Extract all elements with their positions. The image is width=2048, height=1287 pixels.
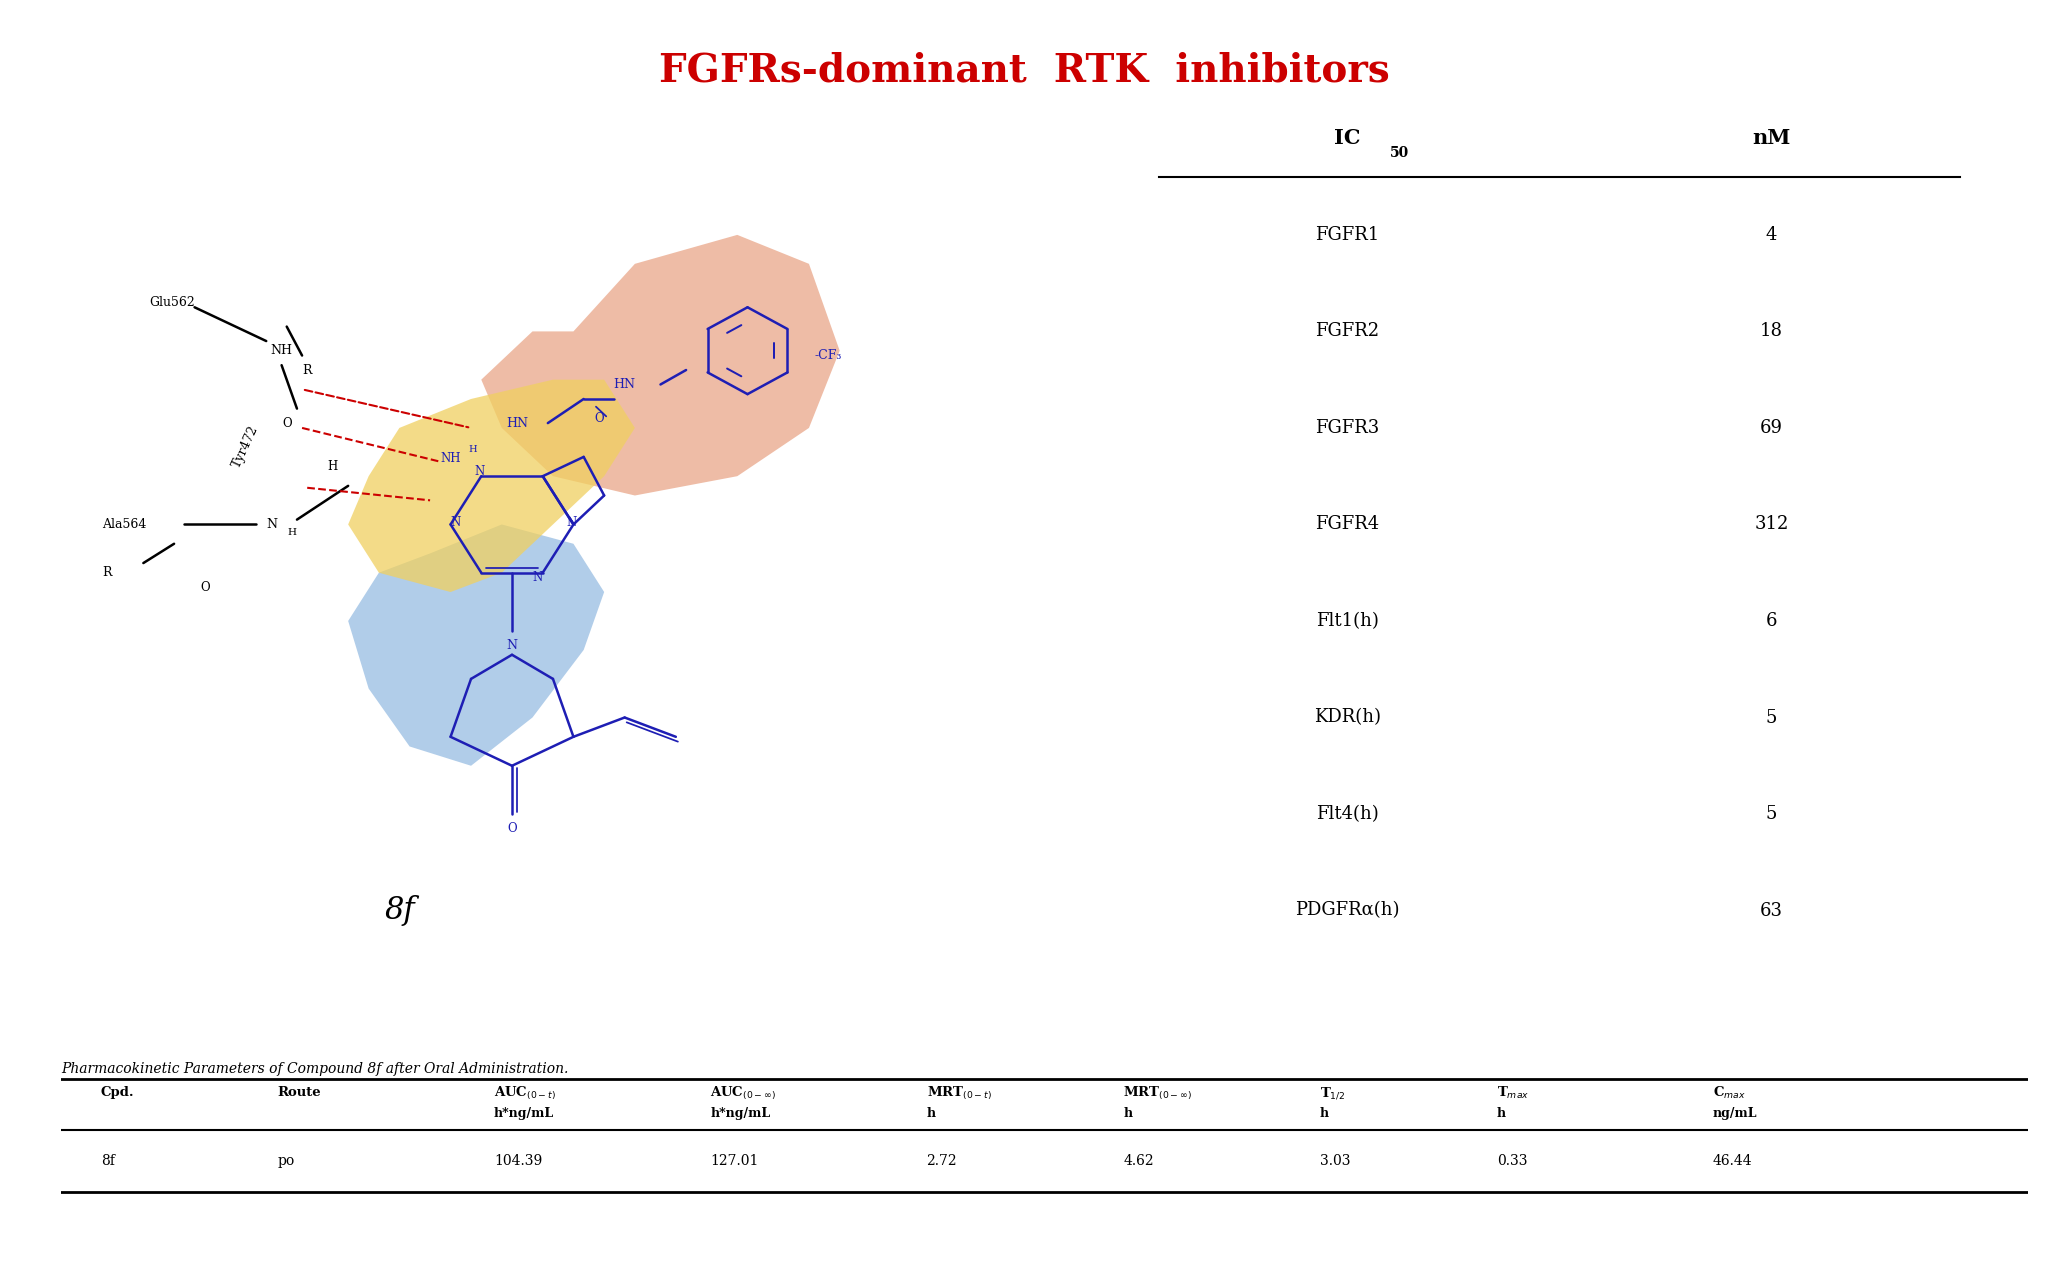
Text: po: po [279,1154,295,1167]
Text: Route: Route [279,1086,322,1099]
Text: R: R [102,566,113,579]
Text: 5: 5 [1765,806,1778,822]
Text: 0.33: 0.33 [1497,1154,1528,1167]
Text: T$_{1/2}$: T$_{1/2}$ [1319,1085,1346,1100]
Text: 3.03: 3.03 [1319,1154,1350,1167]
Text: AUC$_{(0-t)}$: AUC$_{(0-t)}$ [494,1084,555,1102]
Text: NH: NH [270,344,293,358]
Text: ng/mL: ng/mL [1712,1107,1757,1120]
Text: Cpd.: Cpd. [100,1086,135,1099]
Text: Flt4(h): Flt4(h) [1317,806,1378,822]
Text: h: h [1319,1107,1329,1120]
Text: 4: 4 [1765,227,1778,243]
Text: 8f: 8f [385,894,414,927]
Text: PDGFRα(h): PDGFRα(h) [1294,902,1401,919]
Polygon shape [348,525,604,766]
Text: NH: NH [440,452,461,466]
Text: N: N [473,465,485,477]
Text: FGFR3: FGFR3 [1315,420,1380,436]
Text: HN: HN [506,417,528,430]
Text: O: O [201,580,209,593]
Text: h: h [926,1107,936,1120]
Text: Pharmacokinetic Parameters of Compound 8f after Oral Administration.: Pharmacokinetic Parameters of Compound 8… [61,1062,569,1076]
Text: Glu562: Glu562 [150,296,195,309]
Text: C$_{max}$: C$_{max}$ [1712,1085,1745,1100]
Text: T$_{max}$: T$_{max}$ [1497,1085,1530,1100]
Text: N: N [266,517,276,532]
Text: 46.44: 46.44 [1712,1154,1753,1167]
Text: MRT$_{(0-∞)}$: MRT$_{(0-∞)}$ [1122,1084,1192,1102]
Text: Tyr472: Tyr472 [229,423,262,471]
Polygon shape [481,234,840,495]
Text: 63: 63 [1759,902,1784,919]
Text: 104.39: 104.39 [494,1154,543,1167]
Text: N: N [565,516,578,529]
Text: H: H [469,445,477,453]
Text: 4.62: 4.62 [1122,1154,1153,1167]
Text: N: N [506,638,518,651]
Text: -CF₃: -CF₃ [815,349,842,362]
Text: FGFR1: FGFR1 [1315,227,1380,243]
Text: IC: IC [1335,129,1360,148]
Text: HN: HN [614,378,635,391]
Text: AUC$_{(0-∞)}$: AUC$_{(0-∞)}$ [711,1084,776,1102]
Text: H: H [287,528,297,537]
Text: O: O [594,412,604,425]
Text: O: O [283,417,291,430]
Text: 8f: 8f [100,1154,115,1167]
Text: H: H [328,459,338,474]
Text: h: h [1497,1107,1505,1120]
Text: FGFR2: FGFR2 [1315,323,1380,340]
Text: 18: 18 [1759,323,1784,340]
Text: N: N [532,571,543,584]
Text: 69: 69 [1759,420,1784,436]
Text: 2.72: 2.72 [926,1154,956,1167]
Text: MRT$_{(0-t)}$: MRT$_{(0-t)}$ [926,1084,991,1102]
Text: Ala564: Ala564 [102,517,147,532]
Text: h: h [1122,1107,1133,1120]
Text: 312: 312 [1755,516,1788,533]
Text: 50: 50 [1391,145,1409,160]
Polygon shape [348,380,635,592]
Text: 6: 6 [1765,613,1778,629]
Text: 127.01: 127.01 [711,1154,758,1167]
Text: h*ng/mL: h*ng/mL [711,1107,770,1120]
Text: FGFRs-dominant  RTK  inhibitors: FGFRs-dominant RTK inhibitors [659,51,1389,90]
Text: 5: 5 [1765,709,1778,726]
Text: FGFR4: FGFR4 [1315,516,1380,533]
Text: h*ng/mL: h*ng/mL [494,1107,555,1120]
Text: nM: nM [1753,129,1790,148]
Text: Flt1(h): Flt1(h) [1317,613,1378,629]
Text: R: R [303,363,311,377]
Text: N: N [451,516,461,529]
Text: KDR(h): KDR(h) [1315,709,1380,726]
Text: O: O [508,822,516,835]
